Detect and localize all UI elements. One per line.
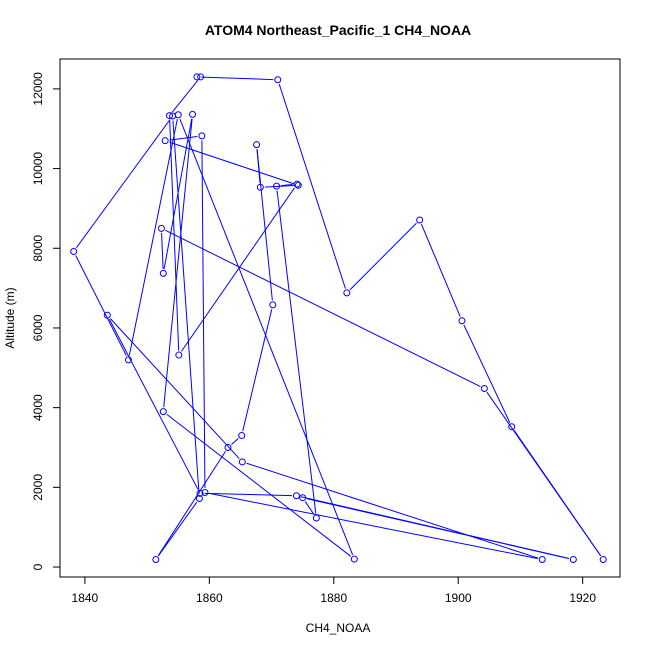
- chart-title: ATOM4 Northeast_Pacific_1 CH4_NOAA: [205, 22, 471, 38]
- data-point: [274, 76, 282, 84]
- data-point: [269, 301, 277, 309]
- data-point: [124, 356, 132, 364]
- data-point: [350, 555, 358, 563]
- x-axis-label: CH4_NOAA: [306, 621, 371, 635]
- series-line-segment: [242, 309, 273, 432]
- series-line-segment: [128, 119, 178, 356]
- series-line-segment: [349, 222, 417, 291]
- y-tick-label: 8000: [31, 235, 45, 262]
- data-point: [299, 494, 307, 502]
- series-line-segment: [486, 391, 602, 557]
- x-tick-label: 1840: [72, 591, 99, 605]
- data-point: [293, 180, 301, 188]
- data-point: [197, 73, 205, 81]
- data-point: [569, 555, 577, 563]
- data-point: [599, 555, 607, 563]
- data-point: [166, 112, 174, 120]
- data-point: [238, 432, 246, 440]
- series-line-segment: [166, 413, 352, 557]
- y-tick-label: 2000: [31, 474, 45, 501]
- series-line-segment: [246, 462, 539, 559]
- series-line-segment: [165, 229, 481, 387]
- series-line-segment: [108, 318, 199, 490]
- data-point: [103, 311, 111, 319]
- series-line-segment: [204, 492, 292, 497]
- series-line-segment: [169, 141, 295, 185]
- series-line-segment: [75, 255, 127, 357]
- data-point: [294, 181, 302, 189]
- series-line-segment: [201, 140, 206, 489]
- series-line-segment: [163, 118, 193, 408]
- series-line-segment: [180, 187, 295, 352]
- series-layer: [70, 73, 607, 563]
- data-point: [238, 458, 246, 466]
- data-point: [201, 489, 209, 497]
- data-point: [189, 110, 197, 118]
- series-line-segment: [256, 149, 261, 183]
- data-point: [161, 137, 169, 145]
- series-line-segment: [209, 492, 538, 560]
- series-line-segment: [169, 135, 198, 141]
- series-line-segment: [161, 232, 164, 269]
- data-point: [480, 385, 488, 393]
- data-point: [169, 112, 177, 120]
- series-line-segment: [157, 451, 226, 556]
- y-tick-label: 0: [31, 563, 45, 570]
- y-tick-label: 10000: [31, 152, 45, 186]
- series-line-segment: [280, 184, 293, 187]
- series-line-segment: [306, 498, 570, 559]
- x-tick-label: 1880: [320, 591, 347, 605]
- series-line-segment: [172, 120, 200, 495]
- series-line-segment: [420, 223, 461, 317]
- data-point: [159, 269, 167, 277]
- data-point: [538, 555, 546, 563]
- data-point: [157, 224, 165, 232]
- y-axis: 0 2000 4000 6000 8000 10000 12000: [31, 72, 61, 570]
- data-point: [196, 489, 204, 497]
- series-line-segment: [201, 76, 274, 81]
- data-point: [195, 495, 203, 503]
- x-tick-label: 1860: [196, 591, 223, 605]
- series-line-segment: [75, 119, 171, 249]
- series-line-segment: [171, 80, 199, 113]
- series-line-segment: [109, 318, 240, 459]
- data-point: [198, 132, 206, 140]
- y-axis-label: Altitude (m): [3, 287, 17, 348]
- series-line-segment: [463, 324, 511, 423]
- data-point: [312, 514, 320, 522]
- x-tick-label: 1900: [445, 591, 472, 605]
- data-point: [458, 317, 466, 325]
- series-line-segment: [169, 120, 180, 351]
- data-point: [343, 289, 351, 297]
- data-point: [175, 351, 183, 359]
- series-line-segment: [304, 501, 315, 515]
- data-point: [70, 247, 78, 255]
- x-tick-label: 1920: [569, 591, 596, 605]
- data-point: [193, 73, 201, 81]
- series-line-segment: [179, 118, 354, 556]
- x-axis: 1840 1860 1880 1900 1920: [72, 576, 596, 605]
- series-line-segment: [231, 438, 239, 445]
- data-point: [416, 216, 424, 224]
- y-tick-label: 6000: [31, 314, 45, 341]
- y-tick-label: 12000: [31, 72, 45, 106]
- series-line-segment: [278, 83, 346, 289]
- data-point: [152, 555, 160, 563]
- data-point: [508, 423, 516, 431]
- data-point: [256, 183, 264, 191]
- series-line-segment: [276, 190, 317, 514]
- y-tick-label: 4000: [31, 394, 45, 421]
- data-point: [292, 492, 300, 500]
- data-point: [253, 141, 261, 149]
- series-line-segment: [158, 501, 198, 557]
- data-point: [273, 182, 281, 190]
- data-point: [224, 444, 232, 451]
- data-point: [159, 408, 167, 416]
